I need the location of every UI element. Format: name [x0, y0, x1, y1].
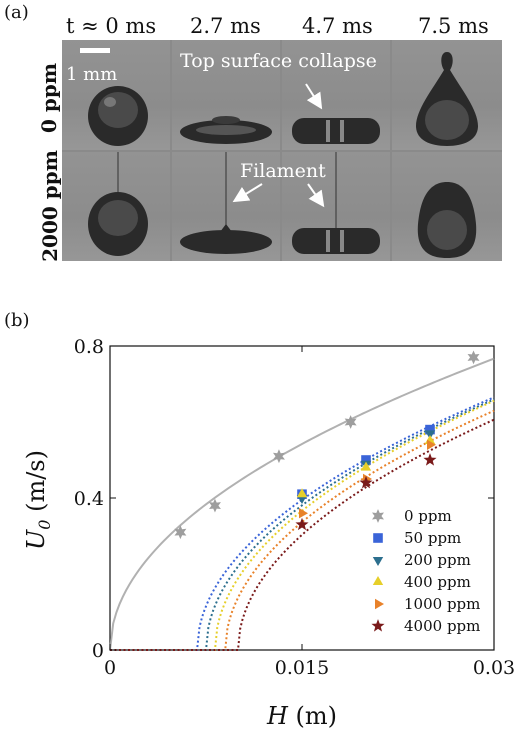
- x-axis-main: H: [266, 702, 289, 730]
- fit-curves: [109, 357, 495, 651]
- legend-label: 400 ppm: [404, 573, 471, 591]
- point-200-ppm: [296, 495, 308, 504]
- x-tick-label: 0: [104, 657, 116, 679]
- point-0-ppm: [272, 449, 285, 464]
- y-axis-main: U: [22, 529, 50, 550]
- panel-a-label: (a): [4, 2, 29, 23]
- frame-0ppm-0ms: [62, 40, 170, 150]
- arrow-top-surface: [305, 83, 323, 110]
- fit-curve-1000-ppm: [110, 409, 495, 651]
- scale-bar-label: 1 mm: [66, 64, 118, 85]
- x-tick-label: 0.03: [473, 657, 515, 679]
- legend-marker-4000-ppm: [371, 619, 385, 632]
- time-label-3: 7.5 ms: [418, 14, 489, 38]
- frame-2000ppm-0ms: [62, 152, 170, 261]
- data-markers: [174, 350, 480, 540]
- fit-curve-0-ppm: [109, 357, 495, 651]
- point-4000-ppm: [359, 475, 373, 489]
- frame-0ppm-4.7ms: [282, 40, 390, 150]
- point-0-ppm: [174, 525, 187, 540]
- legend-label: 1000 ppm: [404, 595, 480, 613]
- y-axis-title: U0 (m/s): [22, 450, 54, 550]
- fit-curve-400-ppm: [110, 399, 495, 651]
- point-0-ppm: [208, 498, 221, 513]
- time-label-0: t ≈ 0 ms: [66, 14, 157, 38]
- frame-2000ppm-7.5ms: [392, 152, 502, 261]
- x-axis-unit: (m): [288, 702, 337, 730]
- time-label-1: 2.7 ms: [190, 14, 261, 38]
- legend-marker-400-ppm: [372, 576, 384, 585]
- time-label-2: 4.7 ms: [302, 14, 373, 38]
- top-surface-collapse-label: Top surface collapse: [180, 50, 377, 72]
- legend-marker-1000-ppm: [375, 598, 384, 610]
- frame-0ppm-2.7ms: [172, 40, 280, 150]
- scale-bar: [80, 48, 110, 53]
- point-1000-ppm: [299, 508, 308, 519]
- fit-curve-200-ppm: [110, 398, 495, 651]
- panel-b-label: (b): [4, 310, 30, 331]
- frame-2000ppm-2.7ms: [172, 152, 280, 261]
- point-50-ppm: [361, 455, 371, 465]
- frame-2000ppm-4.7ms: [282, 152, 390, 261]
- legend: 0 ppm 50 ppm 200 ppm 400 ppm 1000 ppm 4000 pp…: [371, 507, 480, 635]
- annotation-arrows: [232, 83, 325, 208]
- point-0-ppm: [467, 350, 480, 365]
- legend-label: 200 ppm: [404, 551, 471, 569]
- filament-label: Filament: [240, 160, 326, 182]
- legend-label: 50 ppm: [404, 529, 461, 547]
- legend-marker-200-ppm: [372, 557, 384, 566]
- point-4000-ppm: [423, 453, 437, 466]
- y-axis-sub: 0: [35, 520, 54, 530]
- high-speed-frames: [62, 40, 502, 261]
- point-50-ppm: [425, 424, 435, 435]
- frame-0ppm-7.5ms: [392, 40, 502, 150]
- arrow-filament-left: [232, 183, 263, 203]
- y-tick-label: 0.8: [74, 336, 104, 358]
- y-axis-unit: (m/s): [22, 450, 50, 520]
- axis-ticks: 0 0.015 0.03 0 0.4 0.8: [74, 336, 515, 679]
- point-0-ppm: [344, 415, 357, 429]
- y-tick-label: 0: [92, 640, 104, 662]
- point-200-ppm: [424, 430, 436, 440]
- legend-label: 0 ppm: [404, 507, 452, 525]
- point-1000-ppm: [427, 439, 436, 450]
- arrow-filament-right: [307, 183, 325, 208]
- legend-marker-0-ppm: [372, 509, 384, 523]
- x-tick-label: 0.015: [275, 657, 329, 679]
- point-400-ppm: [360, 461, 372, 471]
- legend-label: 4000 ppm: [404, 617, 480, 635]
- legend-marker-50-ppm: [373, 533, 383, 543]
- fit-curve-4000-ppm: [110, 418, 495, 651]
- y-tick-label: 0.4: [74, 488, 104, 510]
- point-4000-ppm: [295, 517, 309, 531]
- point-400-ppm: [296, 488, 308, 498]
- x-axis-title: H (m): [266, 702, 337, 730]
